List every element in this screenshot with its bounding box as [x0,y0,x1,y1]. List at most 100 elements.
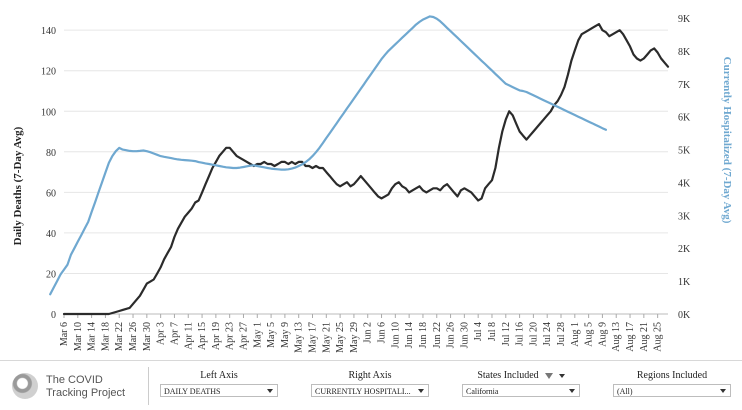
left-axis-label: Left Axis [200,370,238,381]
logo-line-1: The COVID [46,374,103,386]
x-tick-label: May 13 [294,322,305,353]
x-tick-label: Jun 26 [446,322,457,348]
right-tick-label: 2K [678,244,691,255]
chevron-down-icon [267,389,273,393]
chart-area: 0 20 40 60 80 100 120 140 0K 1K 2K 3K 4K 5K 6K 7K 8K 9K … [12,14,733,353]
x-tick-label: Mar 18 [100,322,111,351]
right-axis-title: Currently Hospitalized (7-Day Avg) [721,57,733,224]
right-axis-value: CURRENTLY HOSPITALI... [315,387,411,396]
right-tick-label: 6K [678,113,691,124]
x-tick-label: Apr 23 [225,322,236,350]
right-tick-label: 5K [678,146,691,157]
left-tick-label: 0 [51,310,56,321]
x-tick-label: Aug 9 [597,322,608,347]
logo-mark-icon [12,373,38,399]
hospitalized-line [49,15,608,296]
x-tick-label: May 21 [321,322,332,353]
controls-bar: The COVID Tracking Project Left Axis DAI… [0,360,742,410]
x-tick-label: May 29 [349,322,360,353]
x-tick-label: Aug 17 [625,322,636,352]
x-tick-label: Jul 16 [515,322,526,346]
x-tick-label: Jul 24 [542,322,553,346]
x-tick-label: Aug 13 [611,322,622,352]
right-tick-label: 3K [678,211,691,222]
left-tick-label: 60 [46,188,56,199]
x-tick-label: Mar 14 [87,322,98,351]
right-axis-dropdown[interactable]: CURRENTLY HOSPITALI... [311,384,429,397]
x-tick-label: Jun 6 [377,322,388,343]
right-axis-ticks: 0K 1K 2K 3K 4K 5K 6K 7K 8K 9K [678,14,691,321]
x-tick-label: Apr 15 [197,322,208,350]
filter-icon[interactable] [545,372,554,379]
chevron-down-icon [418,389,424,393]
x-tick-label: Mar 22 [114,322,125,351]
right-tick-label: 1K [678,277,691,288]
x-tick-label: May 25 [335,322,346,353]
right-tick-label: 0K [678,310,691,321]
left-axis-dropdown[interactable]: DAILY DEATHS [160,384,278,397]
right-tick-label: 4K [678,178,691,189]
left-axis-title: Daily Deaths (7-Day Avg) [12,126,24,245]
x-tick-label: Apr 19 [211,322,222,350]
x-tick-label: Aug 21 [639,322,650,352]
left-axis-ticks: 0 20 40 60 80 100 120 140 [41,26,56,321]
x-tick-label: Jun 10 [390,322,401,348]
gridlines [64,29,668,315]
left-tick-label: 20 [46,269,56,280]
x-tick-label: May 9 [280,322,291,348]
chevron-down-icon [720,389,726,393]
right-tick-label: 8K [678,47,691,58]
x-tick-label: Aug 5 [584,322,595,347]
x-tick-label: Jul 28 [556,322,567,346]
right-axis-label: Right Axis [348,370,392,381]
x-tick-label: Jun 18 [418,322,429,348]
states-dropdown[interactable]: California [462,384,580,397]
x-tick-label: Aug 25 [653,322,664,352]
right-axis-control: Right Axis CURRENTLY HOSPITALI... [311,370,429,397]
x-tick-label: Jun 30 [459,322,470,348]
regions-value: (All) [617,387,633,396]
x-tick-label: Jul 8 [487,322,498,341]
x-tick-label: Apr 27 [238,322,249,350]
covid-tracking-project-logo: The COVID Tracking Project [8,369,138,405]
x-tick-label: Jun 22 [432,322,443,348]
x-tick-label: Jun 14 [404,322,415,348]
states-control: States Included California [462,370,580,397]
chevron-down-icon[interactable] [558,373,565,378]
logo-line-2: Tracking Project [46,387,126,399]
x-tick-label: Jul 4 [473,322,484,341]
chevron-down-icon [569,389,575,393]
x-axis-ticks: Mar 6 Mar 10 Mar 14 Mar 18 Mar 22 Mar 26 Mar 3… [59,314,664,353]
left-tick-label: 100 [41,107,56,118]
x-tick-label: Apr 11 [183,322,194,350]
x-tick-label: Mar 26 [128,322,139,351]
x-tick-label: Jul 12 [501,322,512,346]
series-lines [49,15,670,316]
left-tick-label: 140 [41,26,56,37]
divider [148,367,149,405]
left-axis-control: Left Axis DAILY DEATHS [160,370,278,397]
x-tick-label: May 1 [252,322,263,348]
daily-deaths-line [62,23,670,316]
left-tick-label: 40 [46,229,56,240]
x-tick-label: Mar 10 [73,322,84,351]
x-tick-label: May 5 [266,322,277,348]
x-tick-label: Mar 30 [142,322,153,351]
left-tick-label: 80 [46,148,56,159]
states-value: California [466,387,499,396]
states-label: States Included [477,370,539,381]
regions-control: Regions Included (All) [613,370,731,397]
right-tick-label: 9K [678,14,691,25]
left-axis-value: DAILY DEATHS [164,387,221,396]
x-tick-label: Aug 1 [570,322,581,347]
x-tick-label: Mar 6 [59,322,70,346]
right-tick-label: 7K [678,80,691,91]
x-tick-label: Jul 20 [528,322,539,346]
regions-dropdown[interactable]: (All) [613,384,731,397]
x-tick-label: Apr 7 [169,322,180,345]
x-tick-label: Jun 2 [363,322,374,343]
left-tick-label: 120 [41,67,56,78]
regions-label: Regions Included [636,370,708,381]
x-tick-label: Apr 3 [156,322,167,345]
